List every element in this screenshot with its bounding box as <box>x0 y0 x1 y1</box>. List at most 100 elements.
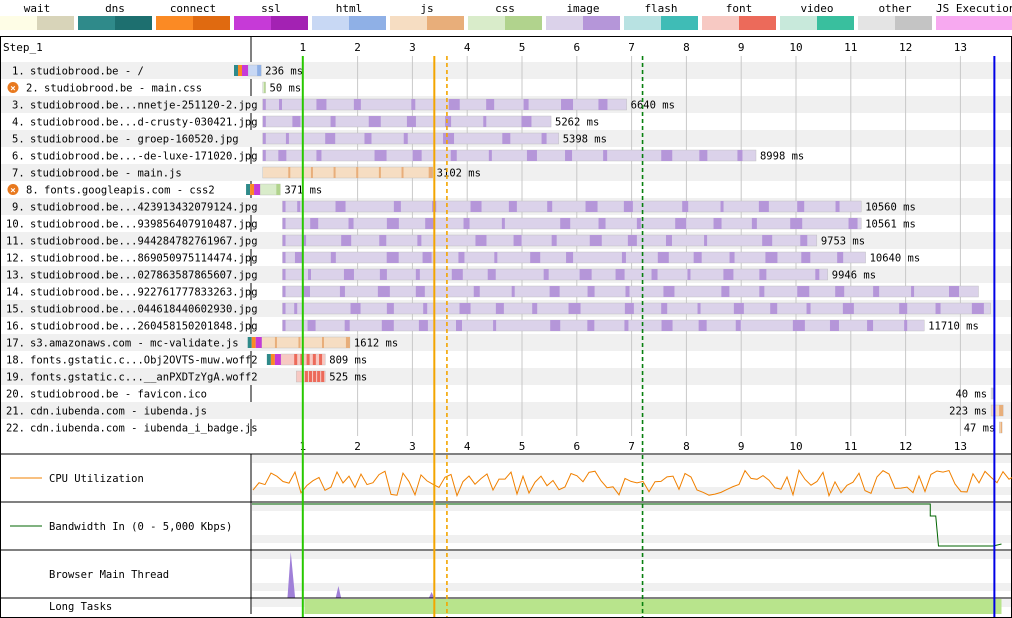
legend-item-video: video <box>780 0 854 34</box>
download-chunk <box>598 218 606 229</box>
dns-segment <box>266 354 271 365</box>
legend-swatch <box>780 16 854 30</box>
duration-label: 11710 ms <box>928 321 979 333</box>
download-chunk <box>341 235 352 246</box>
download-chunk <box>502 133 511 144</box>
panel-band <box>252 503 1011 511</box>
download-chunk <box>386 218 399 229</box>
download-chunk <box>353 99 361 110</box>
download-chunk <box>313 371 317 382</box>
download-chunk <box>999 405 1004 416</box>
download-chunk <box>406 116 416 127</box>
download-chunk <box>513 235 522 246</box>
download-chunk <box>386 303 394 314</box>
request-name: fonts.gstatic.c...Obj2OVTS-muw.woff2 <box>30 355 258 367</box>
download-chunk <box>301 286 310 297</box>
download-chunk <box>310 167 313 178</box>
tick-label: 9 <box>738 41 745 54</box>
request-bar <box>282 200 862 213</box>
download-chunk <box>992 388 994 399</box>
request-bar <box>282 268 828 281</box>
download-chunk <box>904 320 908 331</box>
download-chunk <box>381 320 394 331</box>
legend-label: font <box>725 2 753 15</box>
request-bar <box>262 132 559 145</box>
download-chunk <box>532 303 538 314</box>
download-chunk <box>262 99 266 110</box>
panel-band <box>252 455 1011 463</box>
download-chunk <box>316 99 327 110</box>
tick-label: 11 <box>844 41 857 54</box>
download-chunk <box>294 354 298 365</box>
request-bar <box>262 149 757 162</box>
request-name: studiobrood.be...869050975114474.jpg <box>30 253 258 265</box>
request-index: 1. <box>12 66 25 78</box>
request-name: studiobrood.be...939856407910487.jpg <box>30 219 258 231</box>
request-index: 12. <box>6 253 25 265</box>
download-chunk <box>720 201 724 212</box>
download-chunk <box>288 167 291 178</box>
download-chunk <box>445 116 452 127</box>
download-chunk <box>297 201 301 212</box>
request-name: studiobrood.be - main.js <box>30 168 182 180</box>
duration-label: 10640 ms <box>870 253 921 265</box>
legend-item-wait: wait <box>0 0 74 34</box>
download-chunk <box>335 201 346 212</box>
legend-swatch <box>78 16 152 30</box>
tick-label: 2 <box>354 41 361 54</box>
download-chunk <box>797 201 805 212</box>
download-chunk <box>487 269 496 280</box>
download-chunk <box>543 269 549 280</box>
duration-label: 3102 ms <box>437 168 481 180</box>
download-chunk <box>624 320 629 331</box>
request-index: 7. <box>12 168 25 180</box>
download-chunk <box>282 303 286 314</box>
download-chunk <box>551 235 557 246</box>
download-chunk <box>733 303 744 314</box>
download-chunk <box>949 286 960 297</box>
legend-item-other: other <box>858 0 932 34</box>
connect-segment <box>251 337 256 348</box>
legend-label: wait <box>23 2 51 15</box>
download-chunk <box>423 303 428 314</box>
download-chunk <box>565 150 573 161</box>
waterfall-chart: Step_11122334455667788991010111112121313… <box>0 36 1012 618</box>
tick-label: 1 <box>299 41 306 54</box>
duration-label: 809 ms <box>329 355 367 367</box>
download-chunk <box>623 201 633 212</box>
download-chunk <box>279 99 283 110</box>
download-chunk <box>560 218 571 229</box>
download-chunk <box>751 218 757 229</box>
download-chunk <box>411 99 416 110</box>
legend-label: js <box>420 2 434 15</box>
tick-label: 10 <box>789 440 802 453</box>
duration-label: 40 ms <box>955 389 987 401</box>
legend-swatch <box>156 16 230 30</box>
legend-swatch <box>468 16 542 30</box>
request-name: studiobrood.be - / <box>30 66 144 78</box>
download-chunk <box>675 218 687 229</box>
download-chunk <box>651 269 658 280</box>
waterfall-svg: Step_11122334455667788991010111112121313… <box>0 36 1012 618</box>
download-chunk <box>797 286 810 297</box>
download-chunk <box>699 150 708 161</box>
download-chunk <box>541 133 547 144</box>
download-chunk <box>585 201 598 212</box>
request-index: 11. <box>6 236 25 248</box>
request-name: studiobrood.be...922761777833263.jpg <box>30 287 258 299</box>
download-chunk <box>319 354 323 365</box>
download-chunk <box>450 150 457 161</box>
ssl-segment <box>255 337 262 348</box>
download-chunk <box>790 218 803 229</box>
download-chunk <box>350 303 361 314</box>
download-chunk <box>282 320 286 331</box>
download-chunk <box>425 218 435 229</box>
request-bar <box>282 319 925 332</box>
panel-band <box>252 487 1011 495</box>
row-background <box>1 164 1011 181</box>
request-index: 8. <box>26 185 39 197</box>
request-index: 6. <box>12 151 25 163</box>
download-chunk <box>374 150 387 161</box>
download-chunk <box>494 252 498 263</box>
tick-label: 5 <box>519 440 526 453</box>
